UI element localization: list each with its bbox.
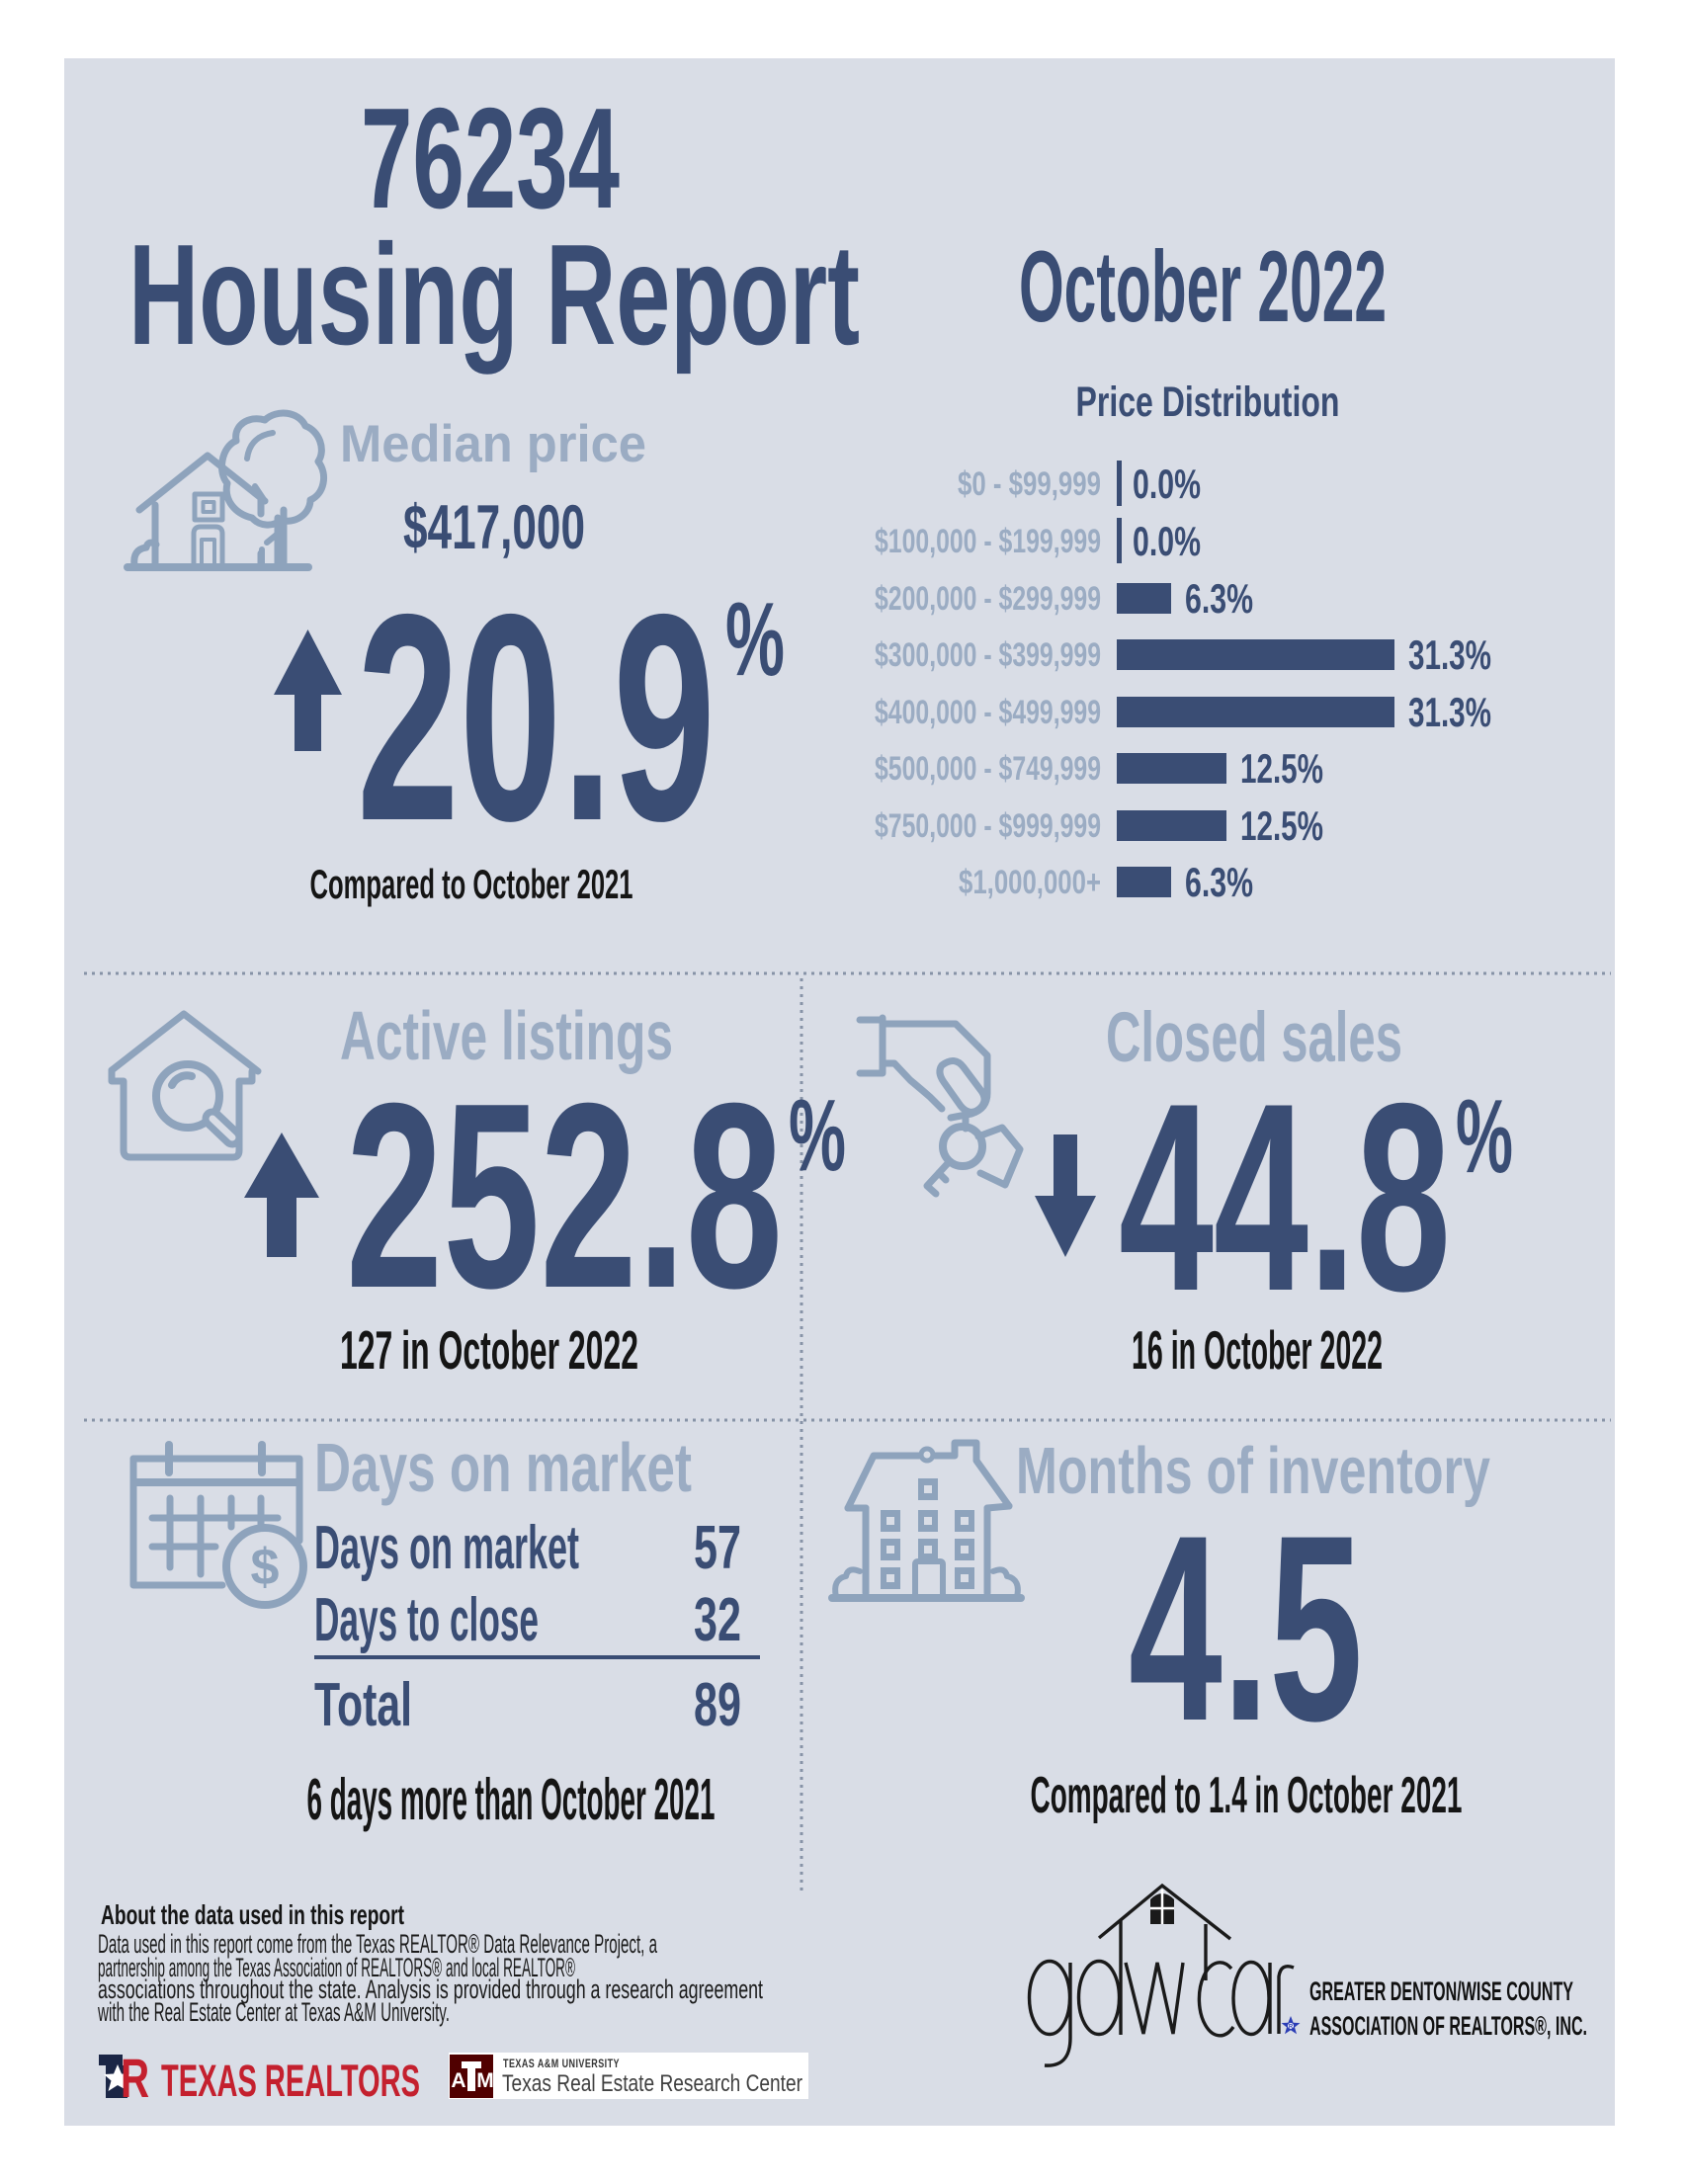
svg-text:Housing Report: Housing Report xyxy=(128,214,860,375)
svg-text:57: 57 xyxy=(694,1514,741,1582)
svg-text:6.3%: 6.3% xyxy=(1185,859,1253,905)
svg-text:R: R xyxy=(121,2049,149,2110)
svg-text:20.9: 20.9 xyxy=(357,553,716,882)
svg-text:TEXAS A&M UNIVERSITY: TEXAS A&M UNIVERSITY xyxy=(503,2057,620,2070)
svg-text:Data used in this report come: Data used in this report come from the T… xyxy=(98,1929,658,1959)
svg-text:6.3%: 6.3% xyxy=(1185,575,1253,622)
svg-text:Total: Total xyxy=(314,1671,412,1739)
svg-text:4.5: 4.5 xyxy=(1129,1479,1363,1776)
svg-text:89: 89 xyxy=(694,1671,741,1739)
svg-text:Days on market: Days on market xyxy=(314,1514,579,1582)
svg-text:$417,000: $417,000 xyxy=(403,493,585,562)
svg-text:$500,000 - $749,999: $500,000 - $749,999 xyxy=(875,750,1101,788)
svg-text:12.5%: 12.5% xyxy=(1240,802,1323,849)
svg-text:Texas Real Estate Research Cen: Texas Real Estate Research Center xyxy=(502,2070,802,2097)
svg-text:16 in October 2022: 16 in October 2022 xyxy=(1132,1319,1383,1381)
svg-text:0.0%: 0.0% xyxy=(1133,461,1201,507)
svg-text:$400,000 - $499,999: $400,000 - $499,999 xyxy=(875,694,1101,731)
svg-text:$100,000 - $199,999: $100,000 - $199,999 xyxy=(875,523,1101,560)
svg-text:31.3%: 31.3% xyxy=(1408,689,1491,735)
svg-text:A: A xyxy=(451,2069,465,2092)
svg-text:associations throughout the st: associations throughout the state. Analy… xyxy=(98,1974,763,2004)
svg-text:252.8: 252.8 xyxy=(346,1048,783,1343)
svg-text:32: 32 xyxy=(694,1586,741,1654)
svg-text:Compared to October 2021: Compared to October 2021 xyxy=(310,861,633,907)
svg-text:$200,000 - $299,999: $200,000 - $299,999 xyxy=(875,580,1101,618)
svg-text:$0 - $99,999: $0 - $99,999 xyxy=(958,465,1101,503)
svg-text:$1,000,000+: $1,000,000+ xyxy=(959,864,1101,901)
svg-text:6 days more than October 2021: 6 days more than October 2021 xyxy=(307,1767,716,1832)
svg-text:12.5%: 12.5% xyxy=(1240,745,1323,792)
svg-text:Days on market: Days on market xyxy=(314,1429,692,1506)
svg-text:ASSOCIATION OF REALTORS®, INC.: ASSOCIATION OF REALTORS®, INC. xyxy=(1309,2011,1587,2041)
svg-text:TEXAS REALTORS: TEXAS REALTORS xyxy=(161,2056,420,2106)
svg-text:$300,000 - $399,999: $300,000 - $399,999 xyxy=(875,636,1101,674)
svg-text:31.3%: 31.3% xyxy=(1408,631,1491,678)
svg-text:$750,000 - $999,999: $750,000 - $999,999 xyxy=(875,807,1101,845)
svg-text:%: % xyxy=(725,581,785,698)
svg-text:partnership among the Texas As: partnership among the Texas Association … xyxy=(98,1953,575,1982)
svg-text:Months of inventory: Months of inventory xyxy=(1016,1434,1490,1508)
svg-text:Active listings: Active listings xyxy=(340,997,673,1074)
svg-text:44.8: 44.8 xyxy=(1119,1049,1451,1347)
svg-text:Closed sales: Closed sales xyxy=(1106,999,1402,1077)
svg-text:October 2022: October 2022 xyxy=(1019,230,1387,343)
svg-text:127 in October 2022: 127 in October 2022 xyxy=(340,1319,638,1381)
svg-text:About the data used in this re: About the data used in this report xyxy=(101,1899,404,1930)
svg-text:0.0%: 0.0% xyxy=(1133,518,1201,564)
svg-text:$: $ xyxy=(251,1539,280,1596)
svg-text:Price Distribution: Price Distribution xyxy=(1076,378,1340,426)
svg-text:GREATER DENTON/WISE COUNTY: GREATER DENTON/WISE COUNTY xyxy=(1309,1976,1573,2006)
svg-text:Median price: Median price xyxy=(340,415,646,473)
svg-text:%: % xyxy=(789,1078,846,1192)
svg-text:Compared to 1.4 in October 202: Compared to 1.4 in October 2021 xyxy=(1031,1767,1463,1824)
svg-text:M: M xyxy=(476,2069,494,2092)
svg-text:with the Real Estate Center at: with the Real Estate Center at Texas A&M… xyxy=(97,1997,450,2027)
svg-text:%: % xyxy=(1456,1078,1513,1195)
svg-text:76234: 76234 xyxy=(361,78,620,238)
svg-text:R: R xyxy=(1289,2025,1294,2031)
svg-text:Days to close: Days to close xyxy=(314,1586,539,1654)
